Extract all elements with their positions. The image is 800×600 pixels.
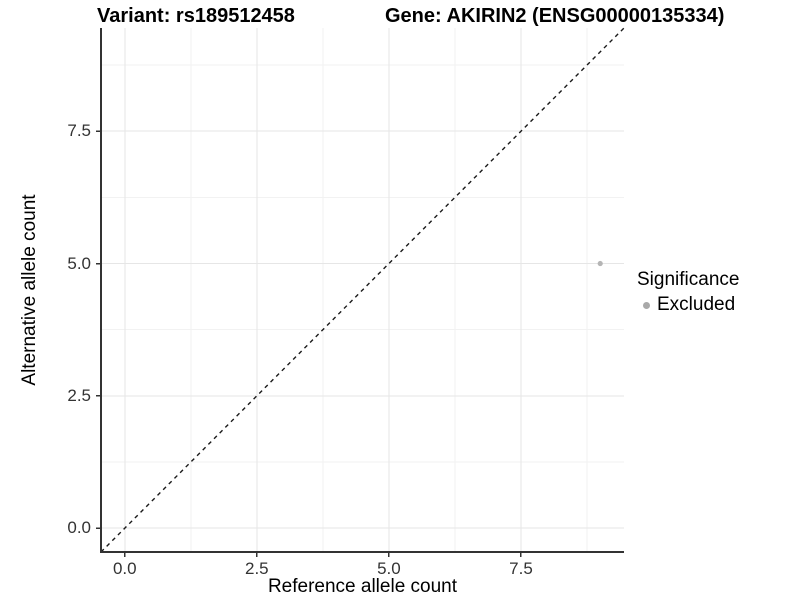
x-tick-label: 7.5 [509,559,533,578]
legend-item-excluded: Excluded [643,294,739,316]
x-axis-title: Reference allele count [267,576,458,597]
data-point [597,260,603,267]
y-tick-label: 7.5 [67,121,91,141]
x-tick-label: 2.5 [245,559,269,578]
y-tick-label: 0.0 [67,518,91,538]
legend-item-label: Excluded [657,294,736,315]
plot-title-gene: Gene: AKIRIN2 (ENSG00000135334) [385,5,725,27]
x-tick-label: 0.0 [112,559,137,578]
y-axis-title: Alternative allele count [19,194,40,386]
legend-key-dot-icon [643,301,650,309]
legend-title: Significance [637,269,740,290]
y-tick-label: 2.5 [67,385,91,405]
x-tick-label: 5.0 [377,559,401,578]
identity-dashed-line [100,27,625,553]
plot-title-variant: Variant: rs189512458 [97,5,295,27]
y-tick-label: 5.0 [67,253,91,273]
legend: Significance Excluded [637,269,739,316]
